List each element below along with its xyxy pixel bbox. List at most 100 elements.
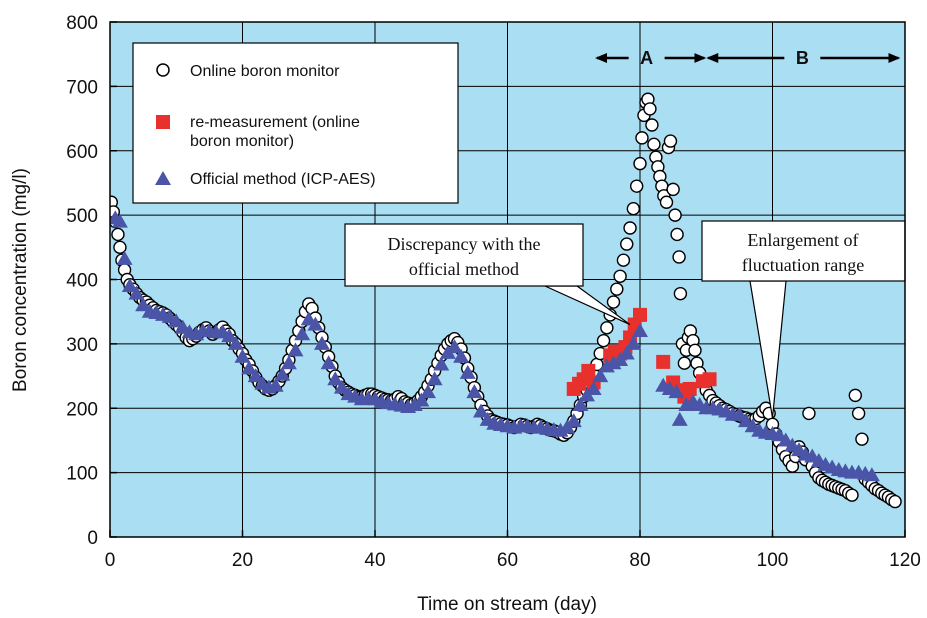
x-tick-label: 40 — [364, 550, 385, 571]
data-point-official — [241, 360, 258, 375]
data-point-official — [327, 371, 344, 386]
data-point-online — [626, 201, 641, 216]
data-point-official — [307, 316, 324, 331]
data-point-remeasure — [682, 381, 697, 396]
y-tick-label: 400 — [66, 271, 98, 292]
data-point-online — [629, 179, 644, 193]
data-point-online — [855, 432, 869, 446]
legend-marker-triangle — [155, 171, 171, 185]
data-point-online — [610, 282, 624, 296]
y-tick-label: 500 — [66, 206, 98, 227]
data-point-official — [668, 384, 685, 399]
data-point-online — [620, 237, 634, 251]
data-point-official — [121, 277, 138, 292]
data-point-remeasure — [581, 363, 596, 378]
x-axis-title: Time on stream (day) — [417, 594, 597, 615]
data-point-online — [672, 250, 686, 264]
plot-frame — [109, 21, 906, 538]
data-point-official — [221, 328, 238, 343]
data-point-official — [632, 323, 648, 337]
data-point-official — [267, 377, 284, 392]
data-point-online — [613, 269, 627, 283]
data-point-official — [618, 345, 635, 360]
x-tick-label: 120 — [889, 550, 921, 571]
data-point-online — [635, 131, 649, 145]
y-tick-label: 300 — [66, 335, 98, 356]
legend-label-online: Online boron monitor — [190, 63, 340, 80]
x-tick-label: 60 — [497, 550, 518, 571]
data-point-official — [111, 213, 128, 228]
data-point-online — [645, 118, 659, 132]
data-point-official — [585, 380, 602, 395]
data-point-official — [234, 348, 251, 363]
data-point-official — [459, 364, 476, 379]
x-tick-label: 20 — [232, 550, 253, 571]
legend-label-remeasure-2: boron monitor) — [190, 133, 294, 150]
data-point-online — [596, 333, 611, 348]
data-point-online — [668, 208, 682, 222]
data-point-official — [320, 355, 337, 370]
y-tick-label: 200 — [66, 399, 98, 420]
data-point-online — [688, 343, 702, 358]
data-point-official — [671, 411, 688, 426]
data-point-official — [135, 297, 152, 312]
region-b-label: B — [796, 48, 809, 68]
data-point-online — [600, 321, 614, 335]
data-point-online — [666, 182, 680, 197]
data-point-online — [851, 406, 866, 421]
legend-marker-square — [156, 115, 170, 129]
data-point-official — [420, 384, 436, 399]
callout-discrepancy-line2: official method — [409, 259, 519, 279]
data-point-official — [572, 397, 589, 412]
data-point-online — [802, 406, 816, 421]
data-point-official — [287, 342, 304, 357]
x-tick-label: 80 — [629, 550, 650, 571]
legend-marker-circle — [156, 63, 170, 77]
data-point-official — [592, 368, 609, 383]
callout-enlargement-line1: Enlargement of — [747, 230, 858, 250]
data-point-official — [406, 397, 423, 412]
y-tick-label: 100 — [66, 464, 98, 485]
y-tick-label: 800 — [66, 13, 98, 34]
data-point-online — [111, 227, 125, 242]
legend: Online boron monitor re-measurement (onl… — [132, 42, 459, 204]
data-point-online — [670, 227, 684, 242]
y-tick-label: 700 — [66, 77, 98, 98]
data-point-official — [426, 371, 443, 386]
data-point-online — [643, 102, 657, 116]
data-point-online — [616, 253, 631, 267]
data-point-official — [314, 335, 330, 350]
data-point-online — [673, 286, 688, 301]
y-axis-ticks: 0 100 200 300 400 500 600 700 800 — [66, 13, 117, 549]
callout-enlargement-box — [701, 220, 906, 282]
callout-enlargement: Enlargement of fluctuation range — [701, 220, 906, 419]
data-point-official — [168, 313, 185, 328]
series-official-method — [110, 210, 880, 482]
data-point-official — [731, 406, 748, 421]
region-markers: A B — [595, 48, 901, 68]
data-point-remeasure — [656, 354, 671, 369]
data-point-online — [848, 388, 863, 403]
data-point-official — [625, 335, 642, 350]
series-layer — [110, 92, 902, 509]
data-point-official — [280, 355, 297, 370]
data-point-remeasure — [633, 307, 647, 322]
data-point-online — [845, 488, 859, 502]
data-point-online — [659, 195, 674, 209]
data-point-online — [677, 356, 692, 370]
legend-box — [132, 42, 459, 204]
data-point-official — [453, 348, 470, 363]
callout-discrepancy: Discrepancy with the official method — [344, 223, 631, 326]
legend-label-official: Official method (ICP-AES) — [190, 171, 376, 188]
data-point-official — [433, 356, 450, 371]
data-point-online — [606, 295, 621, 309]
data-point-official — [227, 335, 244, 350]
data-point-official — [565, 413, 582, 428]
callout-discrepancy-line1: Discrepancy with the — [388, 234, 541, 254]
data-point-online — [113, 240, 127, 255]
data-point-official — [247, 368, 264, 383]
data-point-official — [466, 384, 483, 399]
x-tick-label: 100 — [757, 550, 789, 571]
data-point-official — [446, 339, 463, 354]
